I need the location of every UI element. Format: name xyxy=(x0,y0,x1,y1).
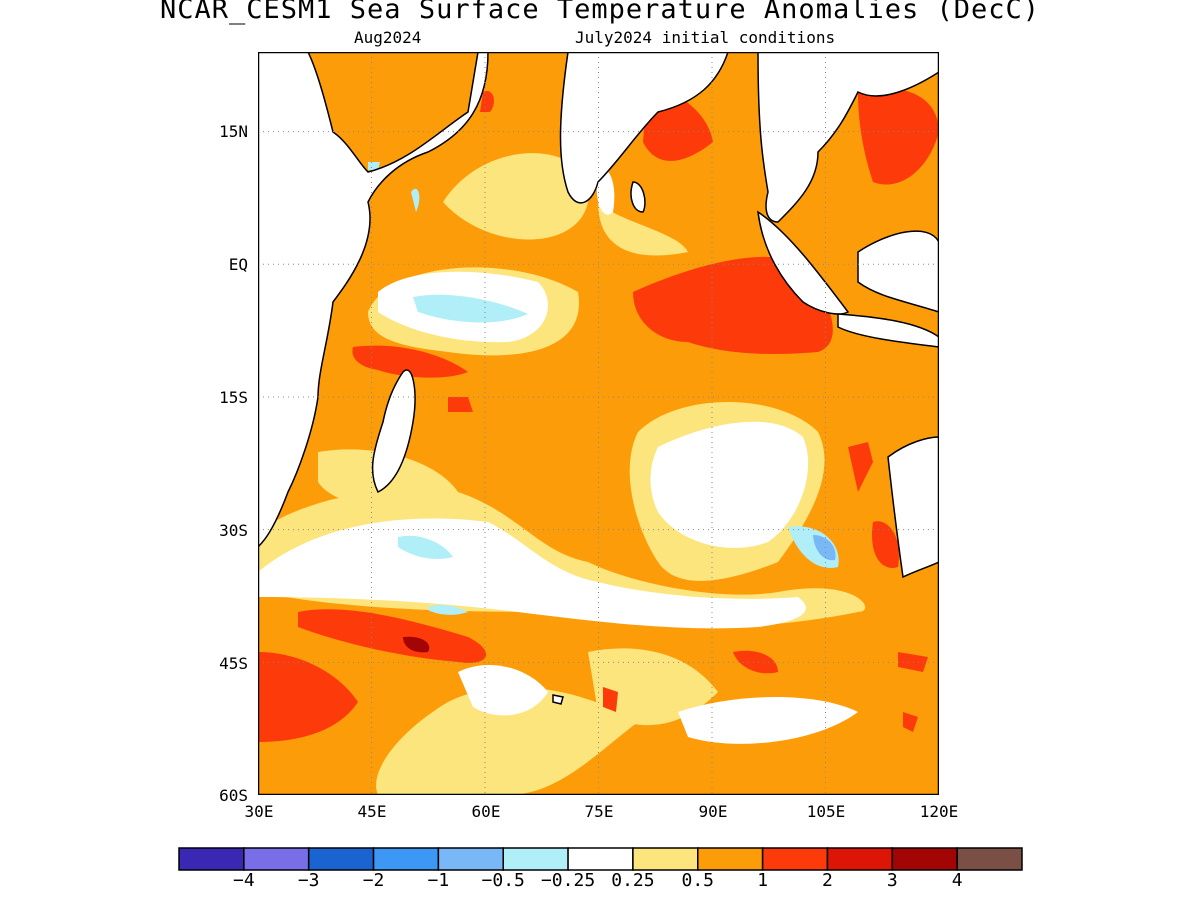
colorbar-swatch xyxy=(761,847,829,871)
colorbar-tick-label: 4 xyxy=(951,870,963,891)
lat-label-eq: EQ xyxy=(228,255,248,274)
colorbar-swatch xyxy=(502,847,569,871)
colorbar-swatch xyxy=(567,847,634,871)
australia-land xyxy=(887,436,939,579)
forecast-month: Aug2024 xyxy=(354,28,422,47)
madagascar-land xyxy=(371,369,416,494)
colorbar-tick-label: −1 xyxy=(427,870,450,891)
initial-conditions: July2024 initial conditions xyxy=(575,28,836,47)
lon-label-45e: 45E xyxy=(357,802,387,821)
colorbar-swatch xyxy=(372,847,440,871)
colorbar-swatch xyxy=(697,847,764,871)
lat-label-30s: 30S xyxy=(219,521,248,540)
colorbar-tick-label: −3 xyxy=(297,870,320,891)
contour-3-4 xyxy=(403,636,430,653)
lon-label-90e: 90E xyxy=(698,802,728,821)
lon-label-75e: 75E xyxy=(584,802,614,821)
colorbar-swatch xyxy=(307,847,375,871)
colorbar-swatch xyxy=(243,847,310,871)
lat-label-15s: 15S xyxy=(219,388,248,407)
colorbar xyxy=(178,847,1023,871)
sumatra-land xyxy=(757,210,850,315)
contour-1-2 xyxy=(258,82,939,742)
colorbar-tick-label: −0.25 xyxy=(540,870,596,891)
colorbar-tick-label: 1 xyxy=(757,870,769,891)
colorbar-tick-label: −2 xyxy=(362,870,385,891)
colorbar-swatch xyxy=(437,847,504,871)
lat-label-45s: 45S xyxy=(219,654,248,673)
colorbar-tick-label: 0.25 xyxy=(611,870,655,891)
indochina-land xyxy=(757,52,939,223)
colorbar-swatch xyxy=(826,847,894,871)
lon-label-120e: 120E xyxy=(919,802,959,821)
colorbar-tick-label: 3 xyxy=(886,870,898,891)
java-land xyxy=(837,313,939,348)
colorbar-swatch xyxy=(178,847,245,871)
colorbar-swatch xyxy=(956,847,1023,871)
colorbar-tick-label: 0.5 xyxy=(681,870,715,891)
lon-label-105e: 105E xyxy=(806,802,846,821)
lat-label-15n: 15N xyxy=(219,122,248,141)
colorbar-tick-label: −4 xyxy=(233,870,255,891)
map-frame xyxy=(258,52,939,795)
africa-land xyxy=(258,52,489,549)
india-land xyxy=(559,52,729,204)
borneo-land xyxy=(857,230,939,313)
land-masses xyxy=(258,52,939,705)
lon-label-60e: 60E xyxy=(471,802,501,821)
sri-lanka-land xyxy=(630,181,646,213)
colorbar-swatch xyxy=(632,847,699,871)
colorbar-tick-label: −0.5 xyxy=(481,870,525,891)
colorbar-tick-label: 2 xyxy=(822,870,833,891)
kerguelen-land xyxy=(552,694,564,705)
grid-lines xyxy=(258,52,939,795)
lat-label-60s: 60S xyxy=(219,786,248,805)
sst-anomaly-map xyxy=(258,52,939,795)
contour-neg-05 xyxy=(813,535,836,561)
chart-title: NCAR_CESM1 Sea Surface Temperature Anoma… xyxy=(159,0,1041,25)
lon-label-30e: 30E xyxy=(244,802,274,821)
colorbar-swatch xyxy=(891,847,958,871)
